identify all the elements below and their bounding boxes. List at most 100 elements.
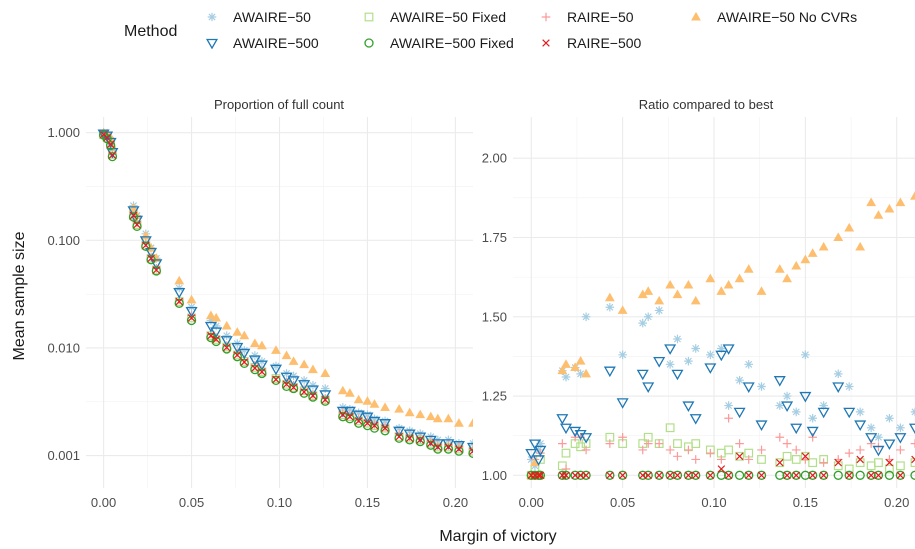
data-point [910, 458, 915, 468]
legend-label: AWAIRE−50 No CVRs [717, 9, 857, 25]
data-point [369, 399, 380, 408]
data-point [782, 273, 792, 283]
data-point [339, 410, 347, 419]
data-point [379, 419, 392, 430]
data-point [844, 464, 854, 474]
data-point [240, 346, 249, 355]
data-point [855, 445, 865, 455]
legend-key [205, 38, 219, 50]
legend-item: AWAIRE−500 Fixed [364, 35, 514, 51]
data-point [559, 423, 573, 435]
data-point [403, 429, 416, 441]
series [97, 129, 473, 454]
data-point [618, 432, 627, 442]
data-point [142, 241, 150, 250]
data-point [655, 471, 663, 480]
legend-item: AWAIRE−50 Fixed [364, 9, 506, 25]
legend-key [364, 38, 374, 48]
data-point [306, 385, 319, 397]
data-point [618, 471, 627, 480]
data-point [724, 401, 733, 410]
legend-key [364, 12, 374, 22]
legend-title: Method [124, 23, 177, 40]
data-point [673, 334, 682, 344]
data-points [97, 127, 473, 458]
data-point [558, 439, 567, 448]
data-point [774, 264, 785, 273]
data-point [705, 273, 716, 283]
panel-title: Proportion of full count [214, 97, 344, 112]
data-point [683, 279, 694, 289]
legend-label: AWAIRE−500 Fixed [390, 35, 514, 51]
data-point [257, 340, 267, 350]
data-point [818, 470, 829, 480]
data-point [855, 407, 865, 417]
data-point [782, 451, 792, 461]
data-point [381, 424, 389, 432]
data-point [684, 356, 693, 366]
data-point [684, 471, 693, 480]
data-point [288, 356, 299, 365]
series [98, 127, 473, 427]
data-point [337, 385, 348, 395]
data-point [866, 197, 877, 207]
data-point [895, 461, 905, 471]
series [99, 130, 473, 456]
legend-label: AWAIRE−50 [233, 9, 311, 25]
data-point [706, 350, 715, 360]
data-point [238, 348, 251, 360]
data-point [147, 254, 155, 263]
data-point [271, 375, 281, 386]
data-point [715, 350, 728, 362]
legend-item: AWAIRE−500 [205, 35, 319, 51]
data-point [239, 358, 249, 368]
data-point [724, 413, 733, 423]
data-point [530, 457, 540, 467]
data-point [807, 248, 818, 257]
data-point [782, 470, 792, 480]
data-point [689, 414, 702, 425]
data-point [211, 336, 221, 347]
data-point [734, 470, 745, 480]
data-point [817, 407, 830, 419]
legend-key [691, 11, 701, 21]
data-point [691, 470, 701, 480]
data-point [173, 288, 186, 299]
series [99, 128, 473, 448]
data-point [808, 471, 817, 480]
data-point [885, 458, 894, 467]
data-point [581, 445, 591, 455]
data-point [756, 470, 767, 480]
data-point [415, 409, 426, 419]
data-point [298, 380, 311, 391]
data-point [643, 470, 653, 480]
y-tick-label: 0.010 [47, 340, 80, 355]
data-point [345, 404, 355, 414]
data-point [792, 471, 801, 480]
data-point [874, 471, 883, 480]
data-point [300, 388, 308, 396]
x-tick-label: 0.15 [793, 495, 818, 510]
data-point [240, 358, 249, 366]
data-point [665, 423, 675, 433]
data-point [271, 361, 281, 371]
data-point [232, 352, 242, 362]
data-point [394, 433, 404, 443]
legend-label: RAIRE−500 [567, 35, 642, 51]
data-point [691, 471, 700, 480]
data-point [791, 470, 801, 480]
data-point [426, 440, 436, 450]
data-point [832, 382, 845, 393]
data-point [575, 356, 586, 365]
data-point [872, 445, 885, 457]
data-point [289, 371, 298, 381]
data-point [806, 426, 819, 438]
data-point [454, 418, 464, 427]
data-point [536, 439, 545, 448]
x-tick-label: 0.15 [355, 495, 380, 510]
data-point [232, 327, 243, 336]
data-point [571, 471, 579, 480]
data-point [757, 471, 766, 480]
data-point [562, 471, 570, 480]
x-tick-label: 0.00 [91, 495, 116, 510]
